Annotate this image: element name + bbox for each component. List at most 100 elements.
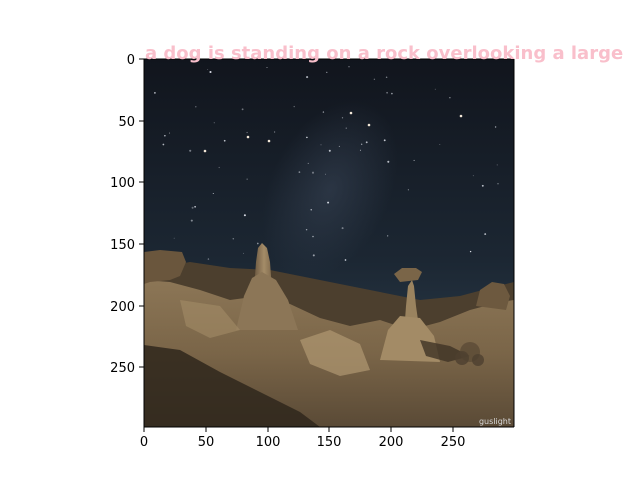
star [407, 189, 409, 191]
star [246, 178, 248, 180]
star [218, 166, 220, 169]
star [246, 131, 248, 134]
y-tick-label: 200 [110, 300, 135, 315]
star [266, 67, 268, 68]
star [439, 143, 441, 145]
night-landscape-photo: guslight [144, 59, 514, 427]
star [162, 143, 165, 146]
star [154, 92, 156, 94]
bright-star [267, 139, 271, 143]
star [207, 258, 210, 260]
star [385, 76, 388, 79]
bright-star [246, 135, 250, 139]
star [386, 91, 388, 94]
x-tick-label: 150 [317, 435, 342, 450]
right-hoodoo-cap [394, 268, 422, 282]
x-tick-label: 0 [140, 435, 148, 450]
left-mesa-rock [144, 250, 186, 284]
star [320, 144, 322, 146]
star [310, 209, 312, 211]
star [365, 141, 368, 144]
star [472, 175, 474, 177]
star [326, 71, 328, 73]
x-tick-label: 200 [379, 435, 404, 450]
star [207, 69, 209, 70]
star [190, 219, 193, 222]
star [481, 184, 484, 187]
star [243, 252, 245, 254]
star [387, 160, 390, 163]
star [413, 159, 415, 161]
star [359, 149, 361, 151]
star [387, 235, 389, 237]
star [469, 250, 472, 253]
star [327, 201, 330, 204]
shrub [455, 342, 484, 366]
star [373, 78, 376, 80]
bright-star [349, 111, 353, 115]
star [383, 139, 386, 142]
lit-slope [180, 300, 240, 338]
star [312, 235, 314, 238]
star [361, 143, 363, 145]
x-axis-ticks: 0 50 100 150 200 250 [140, 427, 466, 450]
star [213, 122, 215, 124]
x-tick-label: 250 [441, 435, 466, 450]
star [312, 254, 315, 257]
bright-star [459, 114, 463, 118]
star [256, 242, 259, 245]
image-caption: a dog is standing on a rock overlooking … [145, 43, 623, 64]
star [494, 126, 497, 128]
hoodoo-base [236, 272, 298, 330]
star [293, 105, 295, 108]
far-right-rock [476, 282, 510, 310]
star [189, 149, 192, 152]
y-axis-ticks: 0 50 100 150 200 250 [110, 53, 144, 376]
star [305, 228, 308, 231]
star [328, 149, 331, 152]
y-tick-label: 250 [110, 361, 135, 376]
star [212, 192, 214, 195]
lit-rock-face [300, 330, 370, 376]
star [496, 164, 498, 166]
star [307, 162, 309, 164]
star [391, 92, 393, 95]
star [168, 132, 171, 134]
star [341, 117, 344, 119]
star [449, 97, 451, 99]
star [274, 131, 276, 133]
star [484, 233, 487, 236]
y-tick-label: 0 [127, 53, 135, 68]
star [341, 227, 344, 230]
star [306, 136, 308, 139]
stars [154, 66, 499, 261]
star [243, 214, 246, 217]
star [298, 171, 301, 173]
star [497, 183, 499, 185]
x-tick-label: 50 [198, 435, 215, 450]
star [325, 173, 326, 175]
star [345, 127, 347, 129]
star [223, 139, 226, 142]
bright-star [367, 123, 371, 127]
x-tick-label: 100 [256, 435, 281, 450]
star [306, 76, 309, 79]
star [164, 135, 166, 137]
star [311, 171, 315, 174]
star [344, 259, 347, 261]
star [191, 206, 194, 209]
star [173, 237, 175, 239]
star [434, 88, 436, 90]
y-tick-label: 100 [110, 176, 135, 191]
y-tick-label: 150 [110, 238, 135, 253]
star [241, 108, 244, 111]
y-tick-label: 50 [118, 115, 135, 130]
milky-way-glow [262, 100, 398, 280]
star [194, 205, 196, 208]
star [232, 238, 235, 240]
star [322, 111, 325, 113]
foreground-shadow [144, 345, 320, 427]
star [195, 106, 197, 108]
